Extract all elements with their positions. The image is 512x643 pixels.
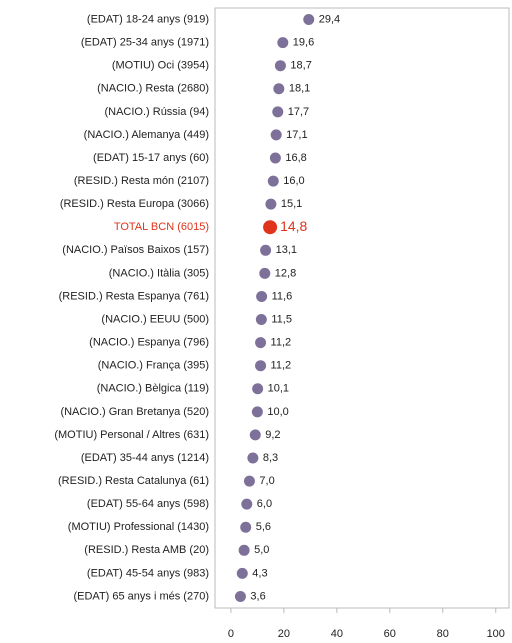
value-label: 7,0	[259, 475, 274, 487]
dot	[259, 267, 271, 279]
dot	[236, 567, 248, 579]
dot	[269, 152, 281, 164]
value-label: 18,7	[290, 60, 311, 72]
x-tick-label: 100	[487, 628, 505, 640]
category-label: (NACIO.) Resta (2680)	[97, 83, 209, 95]
category-label: (EDAT) 25-34 anys (1971)	[81, 37, 209, 49]
value-label: 18,1	[289, 83, 310, 95]
value-label: 5,6	[256, 521, 271, 533]
value-label: 14,8	[280, 218, 307, 234]
category-label: (RESID.) Resta Catalunya (61)	[58, 475, 209, 487]
dot	[243, 475, 255, 487]
value-label: 13,1	[276, 244, 297, 256]
dot	[252, 383, 264, 395]
value-label: 19,6	[293, 37, 314, 49]
dot	[255, 314, 267, 326]
category-label: (EDAT) 15-17 anys (60)	[93, 152, 209, 164]
category-label: (NACIO.) Espanya (796)	[89, 337, 209, 349]
category-label: (NACIO.) EEUU (500)	[101, 313, 209, 325]
category-label: (MOTIU) Personal / Altres (631)	[54, 429, 209, 441]
x-tick-label: 80	[437, 628, 449, 640]
value-label: 3,6	[250, 590, 265, 602]
category-label: (NACIO.) França (395)	[98, 360, 209, 372]
value-label: 6,0	[257, 498, 272, 510]
value-label: 11,6	[272, 290, 293, 302]
category-label: (EDAT) 65 anys i més (270)	[73, 590, 209, 602]
value-label: 16,8	[285, 152, 306, 164]
value-label: 15,1	[281, 198, 302, 210]
category-label: (RESID.) Resta Europa (3066)	[60, 198, 209, 210]
value-label: 29,4	[319, 13, 340, 25]
x-tick-label: 20	[278, 628, 290, 640]
category-label: (RESID.) Resta Espanya (761)	[59, 290, 209, 302]
dot	[256, 290, 268, 302]
dot	[234, 590, 246, 602]
category-label: (MOTIU) Professional (1430)	[68, 521, 209, 533]
category-label: (RESID.) Resta món (2107)	[74, 175, 209, 187]
dot	[274, 60, 286, 72]
dot	[260, 244, 272, 256]
dot	[251, 406, 263, 418]
dot	[241, 498, 253, 510]
x-tick-label: 40	[331, 628, 343, 640]
value-label: 10,1	[268, 383, 289, 395]
dot	[238, 544, 250, 556]
dot	[265, 198, 277, 210]
dot	[249, 429, 261, 441]
category-label: (EDAT) 45-54 anys (983)	[87, 567, 209, 579]
value-label: 17,1	[286, 129, 307, 141]
dot	[255, 337, 267, 349]
dot	[303, 14, 315, 26]
dot	[267, 175, 279, 187]
category-label: (NACIO.) Rússia (94)	[104, 106, 209, 118]
category-label: (NACIO.) Gran Bretanya (520)	[60, 406, 209, 418]
dot	[255, 360, 267, 372]
value-label: 17,7	[288, 106, 309, 118]
plot-frame	[214, 7, 510, 609]
value-label: 8,3	[263, 452, 278, 464]
category-label: (RESID.) Resta AMB (20)	[84, 544, 209, 556]
category-label: (NACIO.) Bèlgica (119)	[97, 383, 209, 395]
category-label: (EDAT) 35-44 anys (1214)	[81, 452, 209, 464]
dot	[273, 83, 285, 95]
value-label: 11,5	[271, 313, 292, 325]
dot	[277, 37, 289, 49]
dot	[272, 106, 284, 118]
category-label: (NACIO.) Itàlia (305)	[109, 267, 209, 279]
value-label: 9,2	[265, 429, 280, 441]
value-label: 10,0	[267, 406, 288, 418]
x-tick-label: 0	[228, 628, 234, 640]
dot	[247, 452, 259, 464]
value-label: 16,0	[283, 175, 304, 187]
value-label: 12,8	[275, 267, 296, 279]
dot	[270, 129, 282, 141]
category-label: (NACIO.) Països Baixos (157)	[62, 244, 209, 256]
category-label: (MOTIU) Oci (3954)	[112, 60, 209, 72]
category-label: (EDAT) 55-64 anys (598)	[87, 498, 209, 510]
value-label: 5,0	[254, 544, 269, 556]
value-label: 11,2	[271, 337, 292, 349]
dot	[263, 220, 278, 235]
value-label: 4,3	[252, 567, 267, 579]
category-label: (NACIO.) Alemanya (449)	[84, 129, 209, 141]
category-label: (EDAT) 18-24 anys (919)	[87, 13, 209, 25]
dot	[240, 521, 252, 533]
category-label: TOTAL BCN (6015)	[114, 221, 209, 233]
value-label: 11,2	[271, 360, 292, 372]
x-tick-label: 60	[384, 628, 396, 640]
